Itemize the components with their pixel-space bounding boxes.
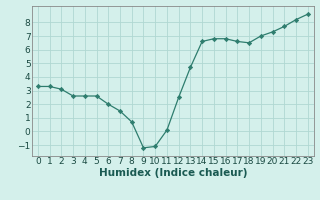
X-axis label: Humidex (Indice chaleur): Humidex (Indice chaleur): [99, 168, 247, 178]
